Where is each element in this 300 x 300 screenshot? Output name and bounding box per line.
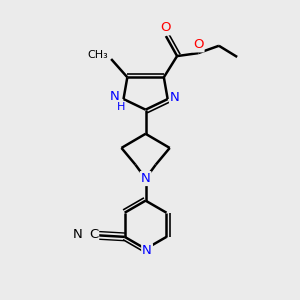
Text: N: N	[170, 91, 180, 104]
Text: O: O	[193, 38, 203, 51]
Text: H: H	[117, 102, 125, 112]
Text: N: N	[141, 172, 151, 185]
Text: N: N	[142, 244, 152, 257]
Text: CH₃: CH₃	[87, 50, 108, 61]
Text: O: O	[161, 21, 171, 34]
Text: C: C	[89, 228, 98, 241]
Text: N: N	[110, 90, 120, 103]
Text: N: N	[73, 228, 82, 241]
